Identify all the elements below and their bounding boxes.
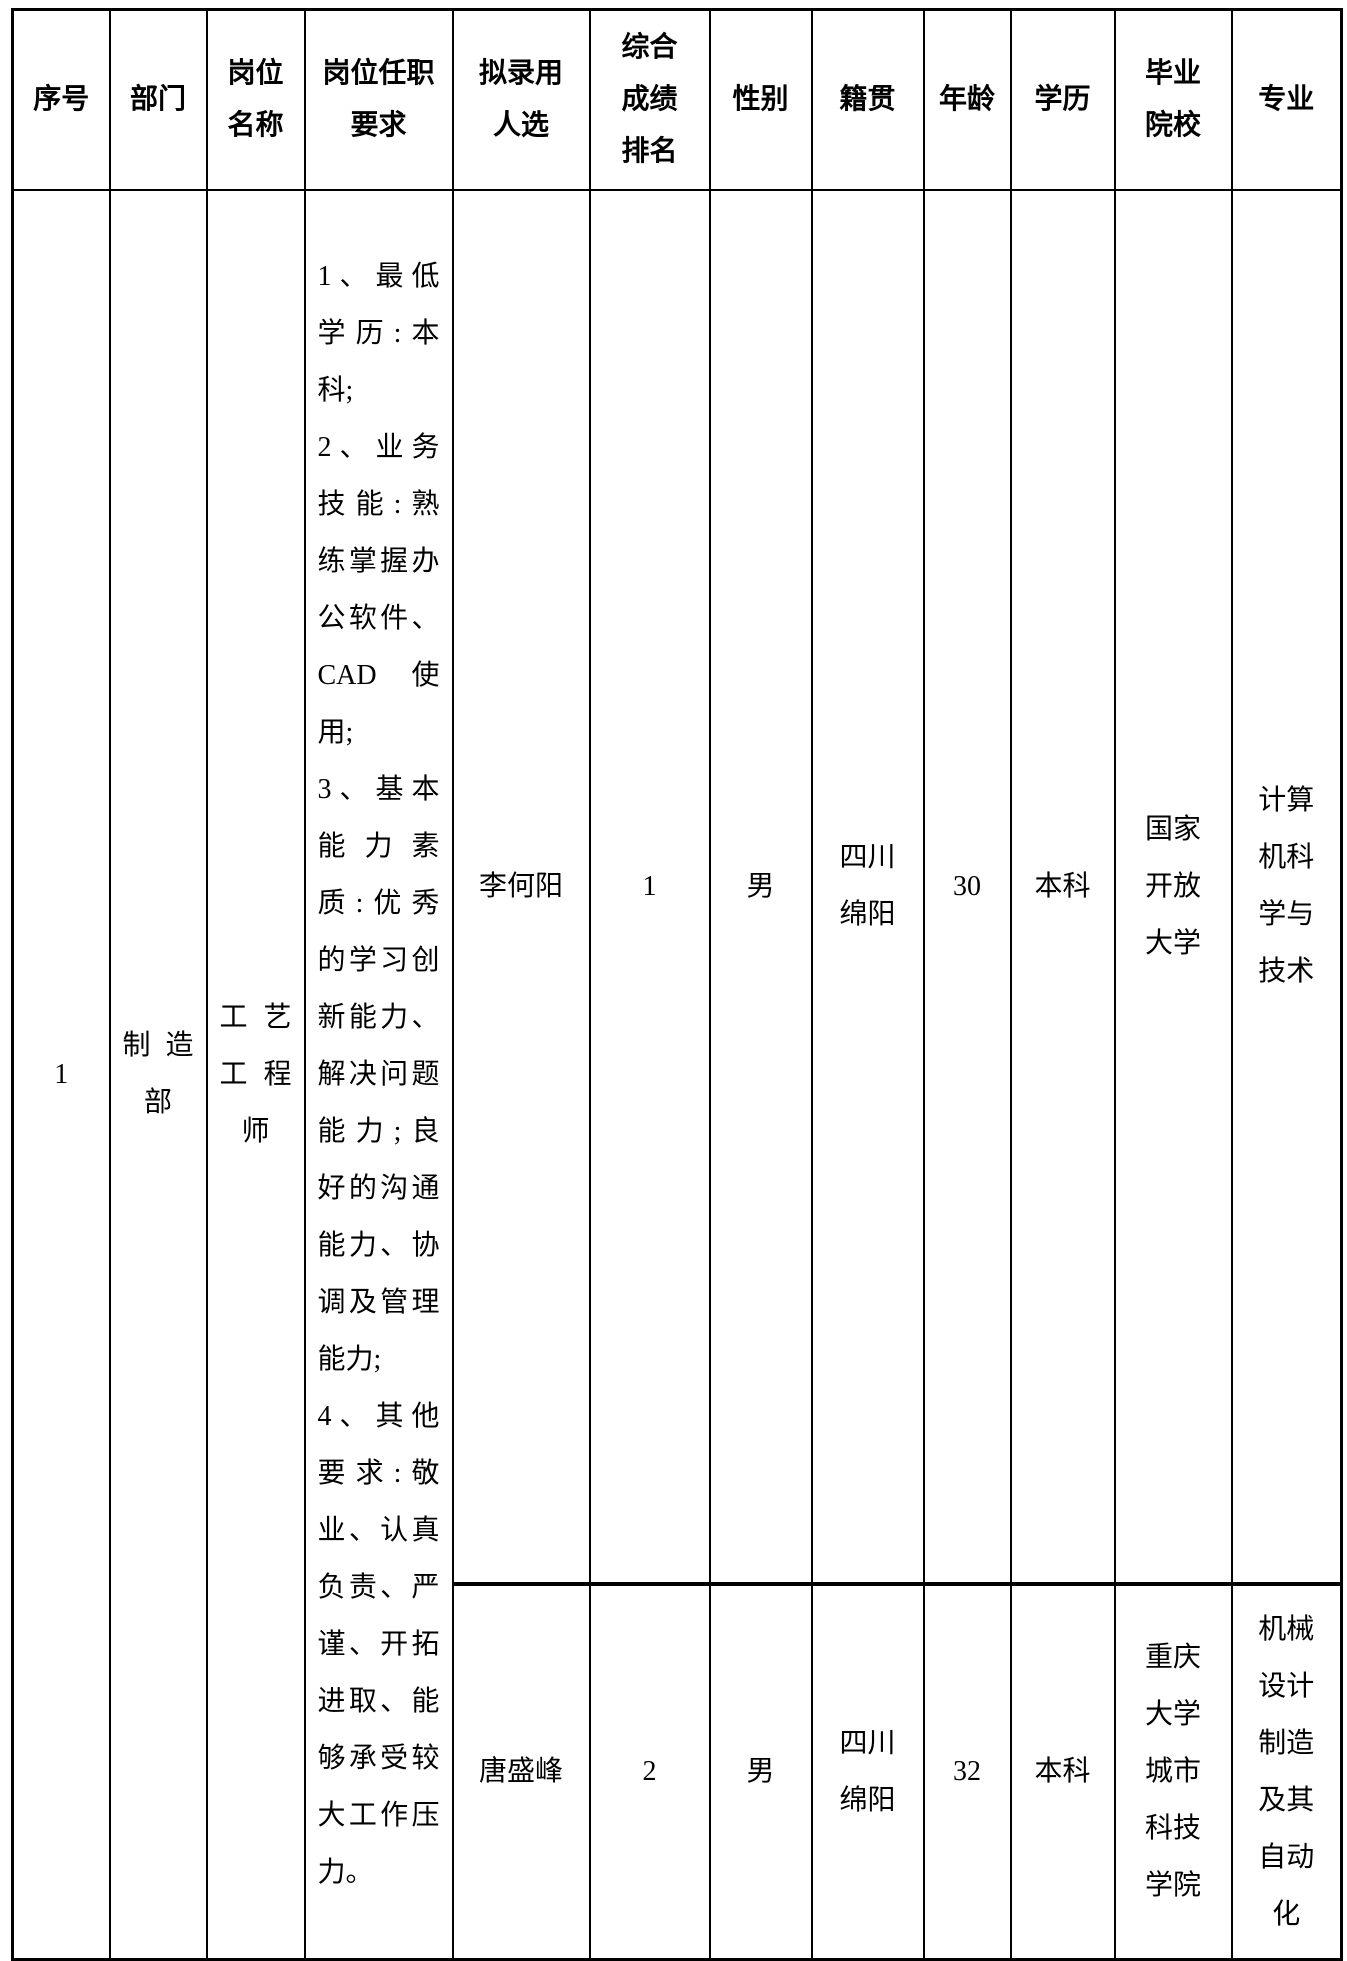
header-row: 序号 部门 岗位 名称 岗位任职 要求 拟录用 人选 综合 成绩 排名 性别 籍… [11, 8, 1343, 191]
text-line: 1、最低 [317, 260, 440, 292]
text-line: 练掌握办 [317, 545, 440, 577]
text-line: 能力; [317, 1343, 382, 1375]
text-line: 够承受较 [317, 1742, 440, 1774]
text-line: 制造 [122, 1030, 194, 1061]
text-line: CAD 使 [317, 659, 440, 691]
cell-serial-number: 1 [11, 188, 111, 1960]
col-header-serial: 序号 [11, 8, 111, 191]
cell-age: 30 [922, 188, 1012, 1586]
text-line: 工艺 [219, 1001, 292, 1033]
text-line: 调及管理 [317, 1286, 440, 1318]
text-line: 谨、开拓 [317, 1628, 440, 1660]
cell-age: 32 [922, 1582, 1012, 1960]
text-line: 工程 [219, 1058, 292, 1090]
cell-major: 机械 设计 制造 及其 自动 化 [1230, 1582, 1343, 1960]
cell-education: 本科 [1009, 188, 1116, 1586]
cell-native-place: 四川 绵阳 [810, 188, 925, 1586]
text-line: 科; [317, 374, 354, 406]
table-row-candidate-1: 1 制造部 工艺工程师 1、最低学历:本科; 2、业务技能:熟练掌握办公软件、 CA… [11, 188, 1343, 1960]
text-line: 公软件、 [317, 602, 440, 634]
cell-native-place: 四川 绵阳 [810, 1582, 925, 1960]
text-line: 负责、严 [317, 1571, 440, 1603]
text-line: 能力素 [317, 830, 440, 862]
cell-position-name: 工艺 工程师 [205, 188, 306, 1960]
position-text: 工艺 工程师 [209, 989, 303, 1160]
text-line: 要求:敬 [317, 1457, 440, 1489]
text-line: 进取、能 [317, 1685, 440, 1717]
cell-department: 制造部 [108, 188, 208, 1960]
text-line: 好的沟通 [317, 1172, 440, 1204]
col-header-department: 部门 [108, 8, 208, 191]
col-header-gender: 性别 [708, 8, 813, 191]
cell-position-requirements: 1、最低学历:本科; 2、业务技能:熟练掌握办公软件、 CAD 使用; 3、基本能力素… [303, 188, 454, 1960]
text-line: 解决问题 [317, 1058, 440, 1090]
text-line: 部 [143, 1087, 172, 1118]
document-page: 序号 部门 岗位 名称 岗位任职 要求 拟录用 人选 综合 成绩 排名 性别 籍… [11, 8, 1343, 1961]
cell-education: 本科 [1009, 1582, 1116, 1960]
cell-gender: 男 [708, 188, 813, 1586]
col-header-position: 岗位 名称 [205, 8, 306, 191]
cell-school: 重庆 大学 城市 科技 学院 [1113, 1582, 1233, 1960]
col-header-education: 学历 [1009, 8, 1116, 191]
recruitment-table: 序号 部门 岗位 名称 岗位任职 要求 拟录用 人选 综合 成绩 排名 性别 籍… [11, 8, 1343, 1961]
text-line: 3、基本 [317, 773, 440, 805]
col-header-score-rank: 综合 成绩 排名 [588, 8, 711, 191]
cell-school: 国家 开放 大学 [1113, 188, 1233, 1586]
department-text: 制造部 [112, 1017, 205, 1131]
col-header-requirements: 岗位任职 要求 [303, 8, 454, 191]
text-line: 技能:熟 [317, 488, 440, 520]
text-line: 力。 [317, 1856, 374, 1888]
text-line: 的学习创 [317, 944, 440, 976]
cell-gender: 男 [708, 1582, 813, 1960]
col-header-native-place: 籍贯 [810, 8, 925, 191]
cell-candidate-name: 李何阳 [451, 188, 591, 1586]
col-header-age: 年龄 [922, 8, 1012, 191]
text-line: 大工作压 [317, 1799, 440, 1831]
col-header-major: 专业 [1230, 8, 1343, 191]
text-line: 质:优秀 [317, 887, 440, 919]
text-line: 2、业务 [317, 431, 440, 463]
col-header-school: 毕业 院校 [1113, 8, 1233, 191]
text-line: 新能力、 [317, 1001, 440, 1033]
cell-score-rank: 2 [588, 1582, 711, 1960]
text-line: 能力;良 [317, 1115, 440, 1147]
cell-major: 计算 机科 学与 技术 [1230, 188, 1343, 1586]
text-line: 用; [317, 716, 354, 748]
cell-score-rank: 1 [588, 188, 711, 1586]
text-line: 师 [241, 1115, 270, 1147]
text-line: 4、其他 [317, 1400, 440, 1432]
text-line: 学历:本 [317, 317, 440, 349]
text-line: 能力、协 [317, 1229, 440, 1261]
requirements-text: 1、最低学历:本科; 2、业务技能:熟练掌握办公软件、 CAD 使用; 3、基本能力素… [307, 248, 451, 1901]
cell-candidate-name: 唐盛峰 [451, 1582, 591, 1960]
col-header-candidate: 拟录用 人选 [451, 8, 591, 191]
text-line: 业、认真 [317, 1514, 440, 1546]
